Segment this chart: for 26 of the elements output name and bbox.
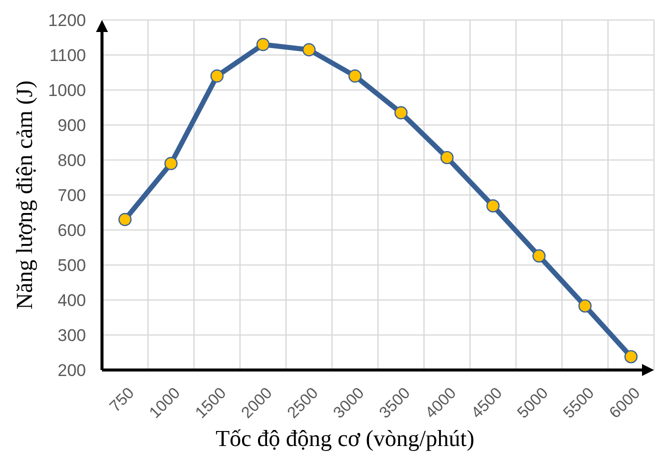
y-tick-label: 1200 — [48, 10, 86, 30]
point — [302, 43, 316, 56]
x-tick-label: 750 — [106, 384, 138, 416]
point — [578, 299, 592, 313]
point — [348, 69, 362, 83]
y-tick-label: 300 — [58, 326, 86, 345]
y-tick-label: 1000 — [48, 80, 86, 100]
point — [440, 150, 454, 164]
y-tick-label: 500 — [58, 256, 86, 275]
y-tick-label: 900 — [58, 116, 86, 135]
point — [210, 69, 224, 83]
y-tick-label: 700 — [58, 186, 86, 205]
y-tick-label: 600 — [58, 220, 86, 240]
point — [486, 199, 500, 212]
point — [256, 38, 270, 52]
point — [394, 106, 408, 120]
point — [118, 212, 132, 226]
y-tick-label: 200 — [58, 360, 86, 380]
x-axis-title: Tốc độ động cơ (vòng/phút) — [216, 426, 474, 451]
y-tick-label: 800 — [58, 150, 86, 170]
y-axis-title: Năng lượng điện cảm (J) — [12, 80, 37, 310]
point — [624, 350, 638, 364]
y-tick-label: 1100 — [49, 46, 86, 65]
point — [532, 249, 546, 262]
y-tick-label: 400 — [58, 290, 86, 310]
point — [164, 156, 178, 170]
